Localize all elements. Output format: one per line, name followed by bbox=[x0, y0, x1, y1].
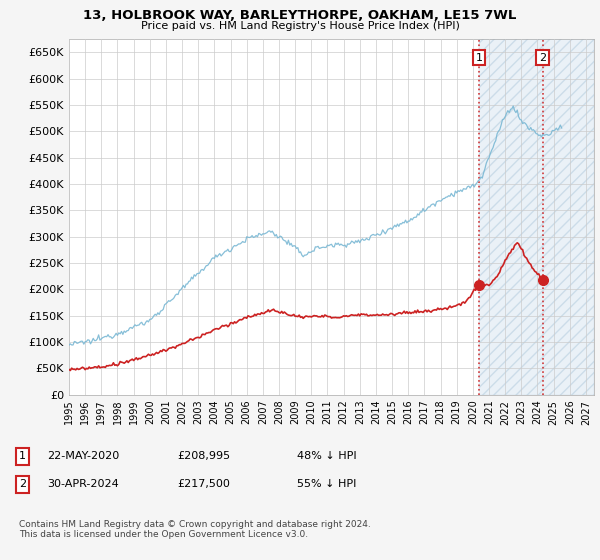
Text: 1: 1 bbox=[475, 53, 482, 63]
Text: £208,995: £208,995 bbox=[177, 451, 230, 461]
Text: 1: 1 bbox=[19, 451, 26, 461]
Bar bbox=[479, 39, 594, 395]
Text: 2: 2 bbox=[19, 479, 26, 489]
Text: 22-MAY-2020: 22-MAY-2020 bbox=[47, 451, 119, 461]
Text: Price paid vs. HM Land Registry's House Price Index (HPI): Price paid vs. HM Land Registry's House … bbox=[140, 21, 460, 31]
Text: Contains HM Land Registry data © Crown copyright and database right 2024.
This d: Contains HM Land Registry data © Crown c… bbox=[19, 520, 371, 539]
Text: 2: 2 bbox=[539, 53, 547, 63]
Text: 13, HOLBROOK WAY, BARLEYTHORPE, OAKHAM, LE15 7WL: 13, HOLBROOK WAY, BARLEYTHORPE, OAKHAM, … bbox=[83, 9, 517, 22]
Text: 30-APR-2024: 30-APR-2024 bbox=[47, 479, 119, 489]
Text: £217,500: £217,500 bbox=[177, 479, 230, 489]
Text: 48% ↓ HPI: 48% ↓ HPI bbox=[297, 451, 356, 461]
Text: 55% ↓ HPI: 55% ↓ HPI bbox=[297, 479, 356, 489]
